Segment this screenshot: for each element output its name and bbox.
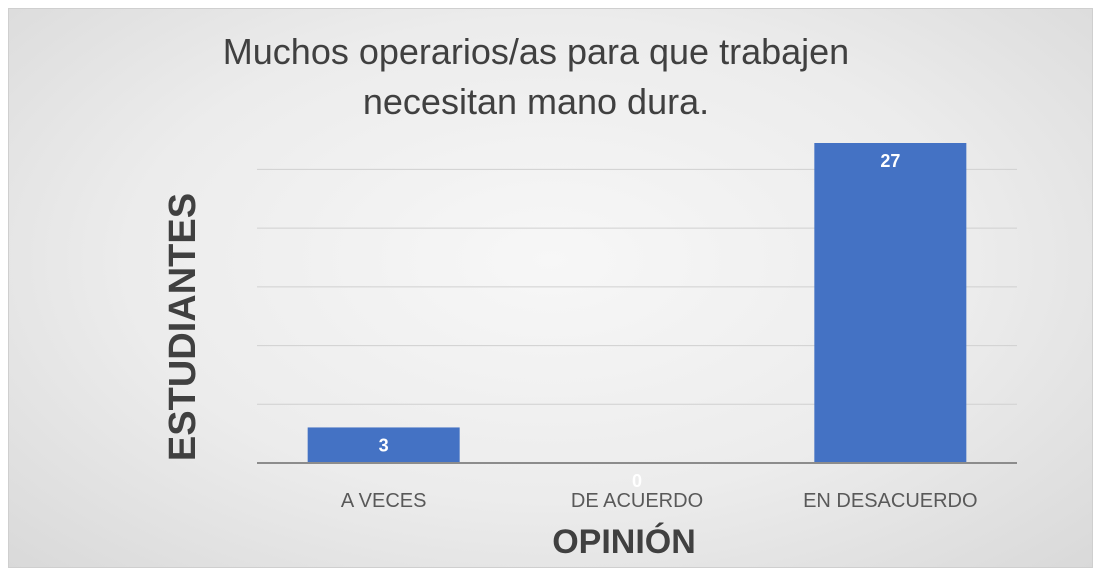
x-axis-label: OPINIÓN [552, 523, 696, 561]
chart-title-line-2: necesitan mano dura. [363, 81, 709, 122]
x-tick-label-0: A VECES [341, 490, 427, 512]
y-axis-label: ESTUDIANTES [162, 193, 204, 461]
x-tick-label-2: EN DESACUERDO [803, 490, 977, 512]
x-tick-label-1: DE ACUERDO [571, 490, 703, 512]
x-tick-labels: A VECES DE ACUERDO EN DESACUERDO [341, 490, 978, 512]
bars: 3 0 27 [307, 143, 967, 491]
data-label-2: 27 [880, 151, 900, 171]
bar-chart: Muchos operarios/as para que trabajen ne… [162, 31, 1017, 561]
chart-frame: Muchos operarios/as para que trabajen ne… [8, 8, 1093, 568]
bar-2 [814, 143, 967, 463]
data-label-1: 0 [632, 471, 642, 491]
chart-title-line-1: Muchos operarios/as para que trabajen [223, 31, 849, 72]
data-label-0: 3 [379, 435, 389, 455]
bar-0 [307, 427, 460, 463]
